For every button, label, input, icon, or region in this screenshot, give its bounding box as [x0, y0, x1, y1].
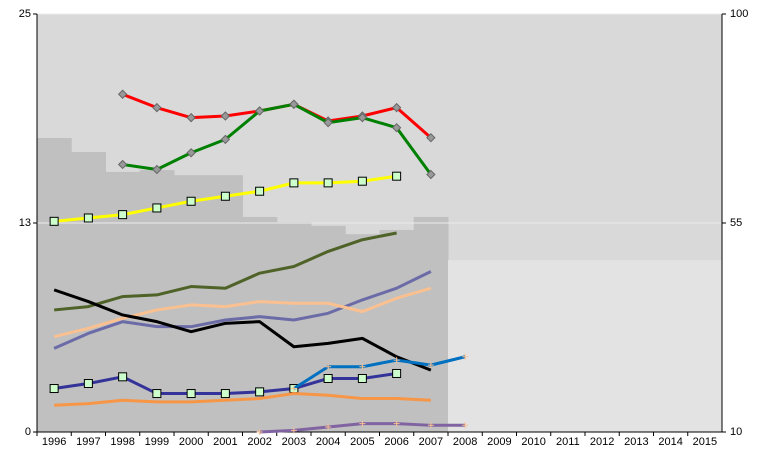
- x-tick-label: 2015: [693, 436, 717, 448]
- x-tick-label: 2001: [213, 436, 237, 448]
- marker: [323, 117, 333, 128]
- marker: [117, 159, 128, 170]
- area-step: [585, 260, 620, 432]
- marker: [391, 102, 402, 113]
- marker: [255, 186, 265, 196]
- marker: [220, 389, 230, 399]
- marker: [186, 112, 196, 123]
- marker: [427, 422, 434, 429]
- area-step: [37, 138, 72, 433]
- area-step: [653, 260, 689, 432]
- x-tick-label: 2009: [487, 436, 511, 448]
- marker: [186, 196, 196, 206]
- x-tick-label: 2002: [247, 436, 271, 448]
- marker: [462, 422, 469, 429]
- marker: [152, 164, 162, 175]
- x-tick-label: 1999: [145, 436, 169, 448]
- area-step: [687, 260, 723, 432]
- x-tick-label: 2004: [316, 436, 340, 448]
- marker: [220, 191, 230, 201]
- marker: [426, 169, 436, 180]
- marker: [289, 178, 299, 188]
- x-tick-label: 2003: [282, 436, 306, 448]
- marker: [357, 176, 367, 186]
- marker: [357, 373, 367, 383]
- marker: [186, 389, 196, 399]
- area-step: [276, 222, 312, 432]
- y2-tick-label: 10: [730, 426, 742, 438]
- series-line: [293, 355, 466, 390]
- x-tick-label: 2011: [556, 436, 580, 448]
- marker: [49, 384, 59, 394]
- series-line: [54, 392, 431, 407]
- area-step: [413, 216, 449, 432]
- marker: [427, 362, 434, 369]
- x-tick-label: 1998: [110, 436, 134, 448]
- area-step: [345, 234, 380, 432]
- marker: [357, 112, 368, 123]
- x-tick-label: 2005: [350, 436, 374, 448]
- y-tick-label: 0: [25, 426, 31, 438]
- marker: [393, 357, 400, 364]
- x-tick-label: 1997: [76, 436, 100, 448]
- x-tick-label: 1996: [42, 436, 66, 448]
- x-tick-label: 2006: [384, 436, 408, 448]
- marker: [220, 134, 231, 145]
- marker: [323, 178, 333, 188]
- marker: [256, 429, 263, 435]
- marker: [323, 373, 333, 383]
- series-line: [53, 286, 432, 339]
- marker: [359, 363, 366, 370]
- marker: [255, 387, 265, 397]
- marker: [325, 423, 332, 430]
- marker: [49, 216, 59, 226]
- x-tick-label: 2008: [453, 436, 477, 448]
- x-tick-label: 2010: [521, 436, 545, 448]
- series-line: [122, 102, 433, 176]
- marker: [118, 372, 128, 382]
- series-line: [53, 270, 432, 350]
- marker: [220, 111, 231, 121]
- series-line: [53, 231, 397, 312]
- area-step: [550, 260, 586, 432]
- x-tick-label: 2000: [179, 436, 203, 448]
- x-tick-label: 2013: [624, 436, 648, 448]
- marker: [392, 171, 402, 181]
- marker: [325, 363, 332, 370]
- marker: [393, 420, 400, 427]
- marker: [117, 89, 128, 99]
- area-step: [482, 260, 517, 432]
- marker: [462, 353, 469, 360]
- area-step: [71, 151, 106, 432]
- x-tick-label: 2012: [590, 436, 614, 448]
- area-step: [379, 229, 415, 432]
- marker: [254, 106, 265, 116]
- area-step: [448, 260, 483, 432]
- marker: [290, 385, 297, 392]
- marker: [118, 210, 128, 220]
- y-tick-label: 25: [19, 8, 31, 20]
- series-line: [53, 288, 432, 372]
- marker: [83, 379, 93, 389]
- area-step: [619, 260, 654, 432]
- marker: [152, 389, 162, 399]
- area-step: [516, 260, 552, 432]
- y-tick-label: 13: [19, 217, 31, 229]
- marker: [391, 122, 402, 133]
- marker: [392, 368, 402, 378]
- marker: [426, 133, 436, 143]
- marker: [359, 420, 366, 427]
- marker: [83, 213, 93, 223]
- marker: [289, 99, 299, 109]
- marker: [290, 427, 297, 434]
- x-tick-label: 2007: [419, 436, 443, 448]
- marker: [152, 203, 162, 213]
- y2-tick-label: 55: [730, 217, 742, 229]
- x-tick-label: 2014: [658, 436, 682, 448]
- y2-tick-label: 100: [730, 8, 748, 20]
- marker: [152, 102, 162, 113]
- marker: [186, 148, 196, 158]
